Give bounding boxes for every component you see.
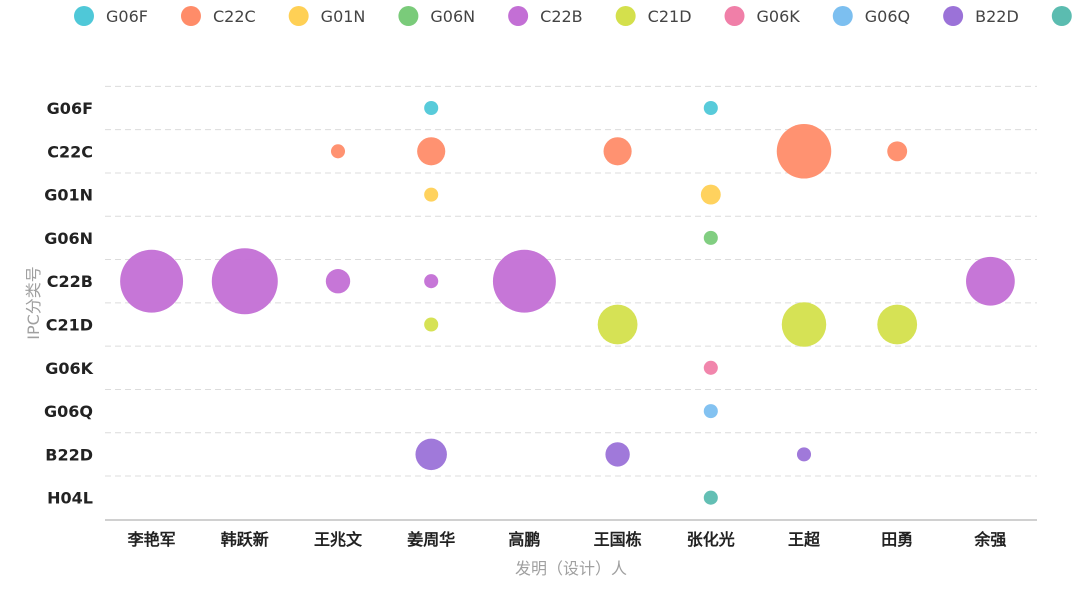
- x-tick-label: 韩跃新: [221, 530, 269, 549]
- x-tick-label: 李艳军: [127, 530, 176, 549]
- legend[interactable]: G06F C22C G01N G06N C22B C21D G06K G06Q B22D H04L: [74, 6, 1080, 26]
- y-tick-label: C22B: [47, 272, 93, 291]
- legend-marker: [180, 6, 201, 26]
- x-tick-label: 余强: [973, 530, 1006, 549]
- legend-marker: [74, 6, 94, 26]
- y-tick-label: H04L: [47, 489, 93, 508]
- bubble-g01n[interactable]: [424, 187, 439, 202]
- x-tick-label: 王超: [788, 530, 821, 549]
- x-axis-label: 发明（设计）人: [515, 559, 627, 578]
- bubble-h04l[interactable]: [703, 490, 718, 505]
- y-tick-label: C22C: [47, 142, 93, 161]
- legend-marker: [1051, 6, 1072, 26]
- bubble-b22d[interactable]: [605, 442, 630, 467]
- bubble-c21d[interactable]: [597, 304, 638, 345]
- legend-label: C21D: [648, 7, 692, 26]
- bubble-c22b[interactable]: [211, 248, 278, 315]
- bubble-c21d[interactable]: [424, 317, 439, 332]
- bubble-c22b[interactable]: [325, 269, 351, 294]
- legend-marker: [615, 6, 636, 26]
- legend-label: G06N: [430, 7, 475, 26]
- x-tick-label: 高鹏: [508, 530, 540, 549]
- legend-item-h04l[interactable]: H04L: [1051, 6, 1080, 26]
- x-axis-ticks: 李艳军 韩跃新 王兆文 姜周华 高鹏 王国栋 张化光 王超 田勇 余强: [127, 530, 1007, 549]
- x-tick-label: 田勇: [881, 530, 913, 549]
- legend-label: G06Q: [865, 7, 910, 26]
- legend-item-g01n[interactable]: G01N: [288, 6, 366, 26]
- bubble-g01n[interactable]: [700, 184, 721, 205]
- legend-marker: [508, 6, 529, 26]
- bubble-c22b[interactable]: [424, 274, 439, 289]
- grid-lines: [105, 85, 1037, 477]
- legend-item-c22b[interactable]: C22B: [508, 6, 583, 26]
- y-tick-label: G06F: [47, 99, 93, 118]
- legend-item-g06n[interactable]: G06N: [398, 6, 475, 26]
- legend-label: B22D: [975, 7, 1019, 26]
- bubble-c22c[interactable]: [887, 141, 908, 162]
- x-tick-label: 王兆文: [314, 530, 363, 549]
- legend-label: C22C: [213, 7, 256, 26]
- bubble-c22c[interactable]: [603, 137, 632, 166]
- bubble-b22d[interactable]: [796, 447, 812, 462]
- y-tick-label: B22D: [45, 445, 93, 464]
- bubble-c22c[interactable]: [330, 144, 346, 159]
- bubble-c21d[interactable]: [877, 304, 918, 345]
- bubble-b22d[interactable]: [415, 438, 447, 471]
- legend-label: G01N: [321, 7, 366, 26]
- legend-item-c21d[interactable]: C21D: [615, 6, 692, 26]
- legend-marker: [288, 6, 309, 26]
- bubble-g06f[interactable]: [424, 100, 439, 116]
- x-tick-label: 张化光: [687, 530, 735, 549]
- bubble-g06k[interactable]: [703, 360, 718, 375]
- x-tick-label: 王国栋: [594, 530, 642, 549]
- y-tick-label: G01N: [44, 186, 93, 205]
- bubbles[interactable]: [120, 100, 1015, 505]
- bubble-g06q[interactable]: [703, 404, 718, 419]
- legend-label: G06K: [757, 7, 801, 26]
- legend-label: C22B: [540, 7, 583, 26]
- legend-marker: [943, 6, 964, 26]
- y-tick-label: G06K: [45, 359, 93, 378]
- y-tick-label: G06Q: [44, 402, 93, 421]
- legend-marker: [832, 6, 853, 26]
- bubble-g06f[interactable]: [703, 100, 718, 116]
- legend-item-g06k[interactable]: G06K: [724, 6, 801, 26]
- y-axis-ticks: G06F C22C G01N G06N C22B C21D G06K G06Q B22D H04L: [44, 99, 94, 508]
- bubble-c22b[interactable]: [492, 249, 556, 313]
- y-tick-label: G06N: [44, 229, 93, 248]
- x-tick-label: 姜周华: [407, 530, 455, 549]
- legend-item-c22c[interactable]: C22C: [180, 6, 256, 26]
- legend-item-b22d[interactable]: B22D: [943, 6, 1019, 26]
- bubble-c22c[interactable]: [776, 124, 832, 179]
- bubble-g06n[interactable]: [703, 230, 718, 245]
- bubble-c22b[interactable]: [966, 256, 1015, 306]
- bubble-c22b[interactable]: [120, 249, 184, 313]
- legend-item-g06f[interactable]: G06F: [74, 6, 148, 26]
- y-tick-label: C21D: [46, 316, 93, 335]
- bubble-c21d[interactable]: [781, 302, 827, 347]
- bubble-c22c[interactable]: [417, 137, 446, 166]
- y-axis-label: IPC分类号: [24, 266, 43, 340]
- legend-marker: [398, 6, 419, 26]
- legend-marker: [724, 6, 745, 26]
- legend-item-g06q[interactable]: G06Q: [832, 6, 910, 26]
- legend-label: G06F: [106, 7, 148, 26]
